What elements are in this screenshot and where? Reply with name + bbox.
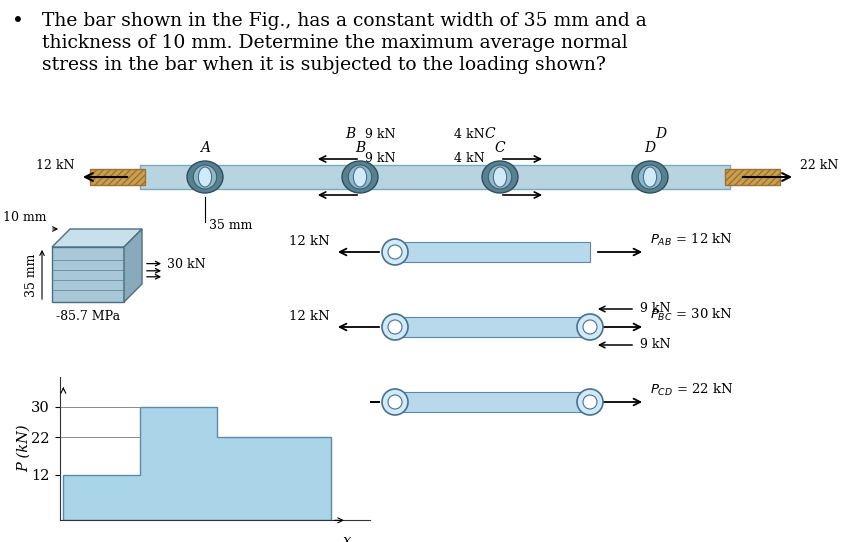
Text: 22 kN: 22 kN: [800, 159, 838, 172]
Text: C: C: [495, 141, 505, 155]
Text: C: C: [484, 127, 496, 141]
Circle shape: [583, 395, 597, 409]
Circle shape: [388, 395, 402, 409]
Text: 35 mm: 35 mm: [209, 219, 252, 232]
Circle shape: [382, 239, 408, 265]
Text: stress in the bar when it is subjected to the loading shown?: stress in the bar when it is subjected t…: [42, 56, 606, 74]
Text: 12 kN: 12 kN: [289, 235, 330, 248]
Ellipse shape: [482, 161, 518, 193]
Text: The bar shown in the Fig., has a constant width of 35 mm and a: The bar shown in the Fig., has a constan…: [42, 12, 647, 30]
Circle shape: [382, 314, 408, 340]
Ellipse shape: [198, 167, 212, 187]
Ellipse shape: [354, 167, 366, 187]
Polygon shape: [52, 229, 142, 247]
Text: 12 kN: 12 kN: [37, 159, 75, 172]
Text: 4 kN: 4 kN: [455, 128, 485, 141]
Text: B: B: [345, 127, 355, 141]
Text: 35 mm: 35 mm: [26, 253, 38, 296]
Ellipse shape: [638, 165, 661, 189]
Text: -85.7 MPa: -85.7 MPa: [56, 310, 120, 323]
Text: •: •: [12, 12, 24, 31]
Circle shape: [382, 389, 408, 415]
Circle shape: [388, 245, 402, 259]
Text: 9 kN: 9 kN: [365, 152, 395, 165]
Text: $P_{AB}$ = 12 kN: $P_{AB}$ = 12 kN: [650, 232, 733, 248]
Ellipse shape: [643, 167, 656, 187]
Circle shape: [388, 320, 402, 334]
Ellipse shape: [342, 161, 378, 193]
Circle shape: [577, 389, 603, 415]
Text: 9 kN: 9 kN: [640, 339, 671, 352]
Ellipse shape: [488, 165, 512, 189]
Y-axis label: P (kN): P (kN): [17, 425, 31, 472]
Text: 4 kN: 4 kN: [455, 152, 485, 165]
Text: A: A: [200, 141, 210, 155]
Polygon shape: [124, 229, 142, 302]
Circle shape: [577, 314, 603, 340]
Text: x: x: [343, 533, 351, 542]
Ellipse shape: [187, 161, 223, 193]
Text: D: D: [655, 127, 666, 141]
Text: $P_{CD}$ = 22 kN: $P_{CD}$ = 22 kN: [246, 382, 330, 398]
Ellipse shape: [193, 165, 217, 189]
Circle shape: [583, 320, 597, 334]
Bar: [90, 169, 145, 185]
Bar: [395, 317, 590, 337]
Text: 12 kN: 12 kN: [289, 385, 330, 398]
Bar: [395, 242, 590, 262]
Text: $P_{BC}$ = 30 kN: $P_{BC}$ = 30 kN: [650, 307, 733, 323]
Text: 30 kN: 30 kN: [167, 257, 206, 270]
Text: 10 mm: 10 mm: [3, 211, 47, 224]
Ellipse shape: [632, 161, 668, 193]
Ellipse shape: [493, 167, 507, 187]
Text: B: B: [354, 141, 366, 155]
Text: $P_{CD}$ = 22 kN: $P_{CD}$ = 22 kN: [650, 382, 734, 398]
Polygon shape: [64, 407, 332, 520]
Text: 9 kN: 9 kN: [365, 128, 395, 141]
Bar: [725, 169, 780, 185]
Text: 9 kN: 9 kN: [640, 302, 671, 315]
Bar: [395, 392, 590, 412]
Text: thickness of 10 mm. Determine the maximum average normal: thickness of 10 mm. Determine the maximu…: [42, 34, 627, 52]
Bar: [52, 247, 124, 302]
Ellipse shape: [348, 165, 371, 189]
Bar: [140, 165, 730, 189]
Text: D: D: [644, 141, 655, 155]
Text: 12 kN: 12 kN: [289, 310, 330, 323]
